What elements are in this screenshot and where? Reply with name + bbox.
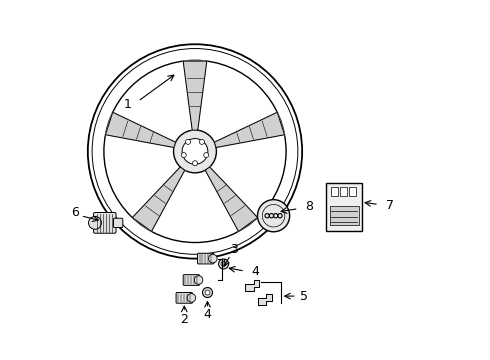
Circle shape (209, 254, 217, 263)
Text: 2: 2 (180, 313, 188, 326)
FancyBboxPatch shape (197, 253, 214, 264)
Circle shape (205, 290, 210, 295)
Text: 4: 4 (203, 308, 211, 321)
Circle shape (182, 139, 208, 164)
Circle shape (204, 153, 209, 158)
Circle shape (202, 288, 213, 297)
Text: 6: 6 (72, 206, 79, 219)
Circle shape (187, 294, 196, 302)
Polygon shape (214, 112, 285, 148)
Circle shape (89, 216, 101, 229)
Circle shape (221, 261, 226, 266)
Polygon shape (245, 280, 259, 291)
Polygon shape (258, 294, 272, 305)
Polygon shape (183, 61, 207, 130)
FancyBboxPatch shape (183, 275, 199, 285)
Circle shape (258, 200, 290, 232)
Polygon shape (105, 112, 175, 148)
Text: 4: 4 (252, 265, 260, 278)
FancyBboxPatch shape (340, 187, 347, 197)
Text: 5: 5 (300, 289, 308, 303)
Circle shape (194, 276, 203, 284)
FancyBboxPatch shape (176, 293, 193, 303)
FancyBboxPatch shape (94, 212, 116, 233)
Text: 3: 3 (230, 243, 238, 256)
Circle shape (173, 130, 217, 173)
FancyBboxPatch shape (330, 206, 359, 225)
FancyBboxPatch shape (114, 218, 123, 228)
Polygon shape (205, 167, 258, 231)
FancyBboxPatch shape (326, 183, 362, 231)
FancyBboxPatch shape (331, 187, 338, 197)
Polygon shape (132, 167, 185, 231)
Circle shape (219, 259, 228, 269)
FancyBboxPatch shape (349, 187, 356, 197)
Text: 1: 1 (123, 99, 131, 112)
Circle shape (181, 153, 186, 158)
Text: 7: 7 (386, 199, 393, 212)
Text: 8: 8 (305, 200, 313, 213)
Circle shape (199, 139, 204, 144)
Circle shape (186, 139, 191, 144)
Circle shape (193, 161, 197, 166)
